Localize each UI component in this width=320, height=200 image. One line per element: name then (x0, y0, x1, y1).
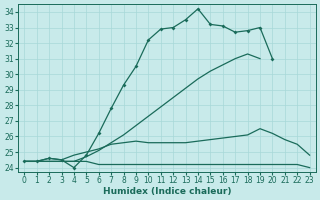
X-axis label: Humidex (Indice chaleur): Humidex (Indice chaleur) (103, 187, 231, 196)
